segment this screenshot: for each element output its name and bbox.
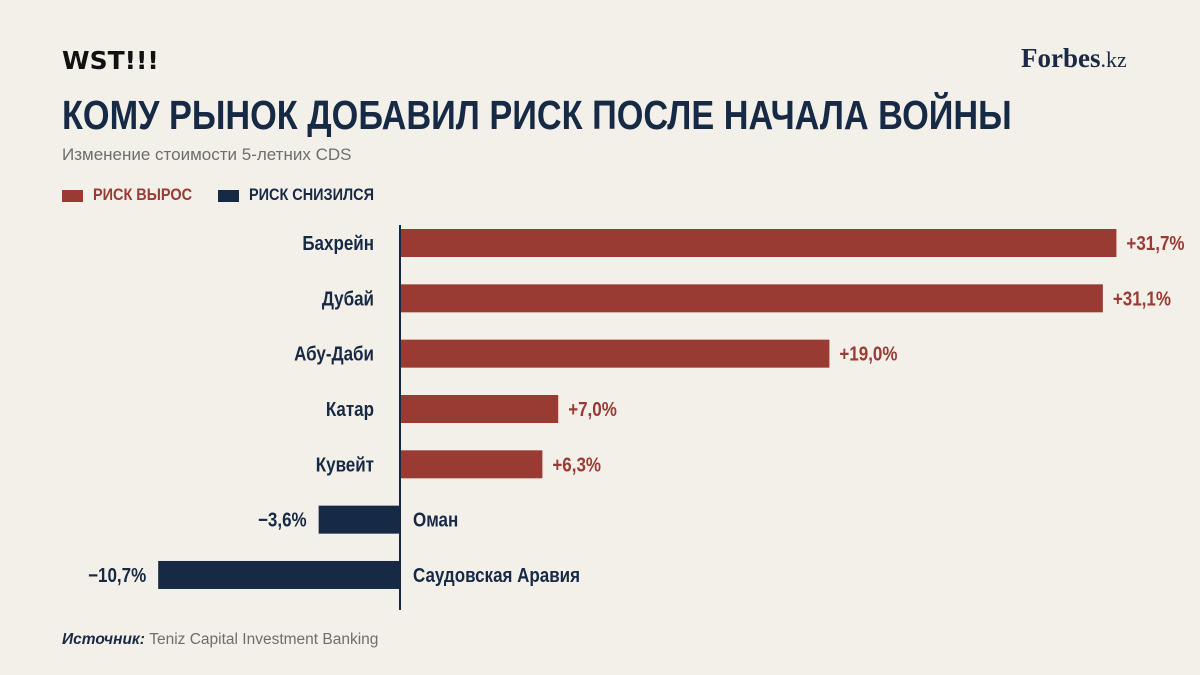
bar-6 (318, 505, 400, 534)
value-label-2: +31,1% (1113, 287, 1171, 310)
legend-swatch-risk-up (62, 190, 83, 202)
bar-2 (400, 284, 1103, 313)
value-label-4: +7,0% (568, 398, 617, 421)
source-text: Teniz Capital Investment Banking (149, 631, 379, 648)
value-label-3: +19,0% (839, 342, 897, 365)
bar-5 (400, 450, 543, 479)
chart-subtitle: Изменение стоимости 5-летних CDS (62, 145, 352, 164)
chart-title: КОМУ РЫНОК ДОБАВИЛ РИСК ПОСЛЕ НАЧАЛА ВОЙ… (62, 92, 1012, 138)
category-label-5: Кувейт (316, 453, 374, 476)
category-label-2: Дубай (322, 287, 374, 310)
bar-4 (400, 394, 559, 423)
wst-logo: WST!!! (62, 46, 159, 75)
value-label-7: −10,7% (88, 564, 146, 587)
forbes-logo-tld: .kz (1100, 47, 1127, 72)
category-label-7: Саудовская Аравия (413, 564, 580, 587)
forbes-kz-logo: Forbes.kz (1021, 43, 1127, 74)
value-label-1: +31,7% (1126, 232, 1184, 255)
category-label-3: Абу-Даби (294, 342, 374, 365)
bar-7 (158, 560, 400, 589)
category-label-1: Бахрейн (302, 232, 374, 255)
legend-label-risk-up: РИСК ВЫРОС (93, 185, 192, 204)
bar-3 (400, 339, 830, 368)
source-label: Источник: (62, 631, 145, 648)
value-label-6: −3,6% (258, 508, 307, 531)
category-label-6: Оман (413, 508, 458, 531)
category-label-4: Катар (326, 398, 374, 421)
value-label-5: +6,3% (552, 453, 601, 476)
source-note: Источник: Teniz Capital Investment Banki… (62, 631, 378, 649)
legend-swatch-risk-down (218, 190, 239, 202)
forbes-logo-name: Forbes (1021, 43, 1101, 73)
legend-label-risk-down: РИСК СНИЗИЛСЯ (249, 185, 374, 204)
bar-1 (400, 229, 1117, 257)
